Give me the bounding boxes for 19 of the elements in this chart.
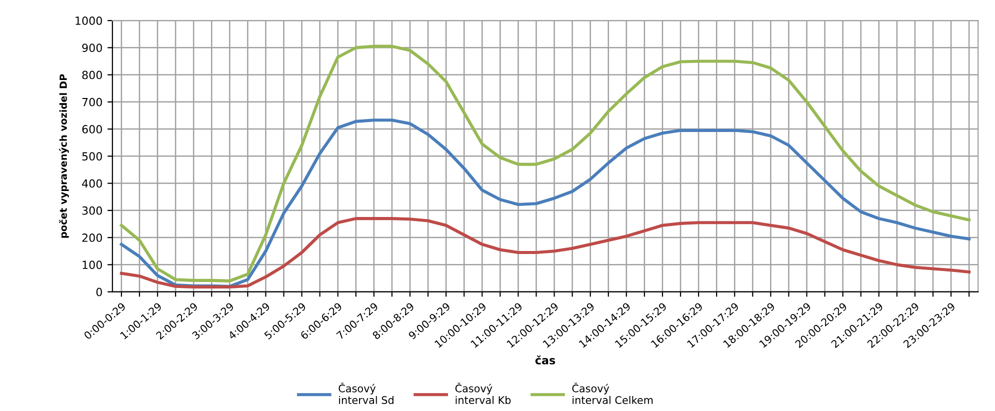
line-series: [120, 44, 971, 282]
y-tick-label: 1000: [76, 16, 102, 25]
legend-label: Časový interval Kb: [455, 382, 511, 404]
y-tick-label: 700: [82, 98, 102, 106]
y-tick-label: 400: [82, 179, 102, 188]
y-tick-label: 600: [82, 125, 102, 134]
x-axis-title: čas: [535, 355, 556, 364]
y-tick-label: 900: [82, 44, 102, 52]
line-series: [120, 217, 971, 288]
y-axis-title: počet vypravených vozidel DP: [59, 74, 69, 238]
y-tick-label: 200: [82, 234, 102, 242]
y-tick-label: 0: [96, 288, 102, 296]
y-tick-label: 100: [82, 260, 102, 270]
y-tick-label: 800: [82, 70, 102, 80]
y-tick-label: 300: [82, 206, 102, 215]
legend-label: Časový interval Celkem: [572, 382, 653, 404]
legend-label: Časový interval Sd: [338, 382, 394, 404]
line-series: [120, 118, 971, 288]
y-tick-label: 500: [82, 152, 102, 161]
